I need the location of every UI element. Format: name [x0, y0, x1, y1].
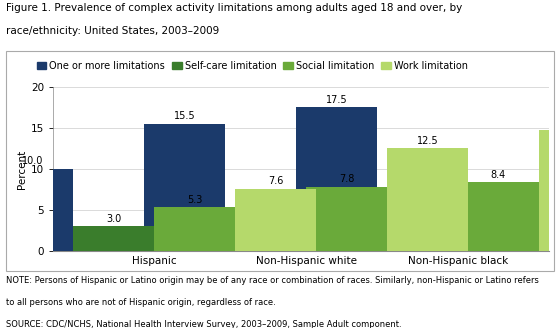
Text: 10.0: 10.0 — [22, 156, 44, 166]
Text: Figure 1. Prevalence of complex activity limitations among adults aged 18 and ov: Figure 1. Prevalence of complex activity… — [6, 3, 462, 13]
Text: 4.5: 4.5 — [258, 202, 273, 212]
Bar — [539, 130, 560, 251]
Y-axis label: Percent: Percent — [17, 149, 27, 189]
Bar — [235, 189, 316, 251]
Bar — [0, 169, 73, 251]
Text: 7.8: 7.8 — [339, 174, 354, 184]
Bar — [306, 187, 387, 251]
Text: 17.5: 17.5 — [325, 95, 347, 105]
Bar — [144, 124, 225, 251]
Text: to all persons who are not of Hispanic origin, regardless of race.: to all persons who are not of Hispanic o… — [6, 298, 276, 307]
Text: SOURCE: CDC/NCHS, National Health Interview Survey, 2003–2009, Sample Adult comp: SOURCE: CDC/NCHS, National Health Interv… — [6, 320, 401, 328]
Bar — [73, 226, 155, 251]
Bar — [387, 148, 468, 251]
Text: race/ethnicity: United States, 2003–2009: race/ethnicity: United States, 2003–2009 — [6, 26, 219, 35]
Bar — [296, 107, 377, 251]
Legend: One or more limitations, Self-care limitation, Social limitation, Work limitatio: One or more limitations, Self-care limit… — [33, 57, 472, 75]
Text: 7.6: 7.6 — [268, 176, 283, 186]
Text: 5.7: 5.7 — [409, 192, 425, 202]
Bar — [377, 204, 458, 251]
Text: 3.0: 3.0 — [106, 214, 122, 224]
Text: 12.5: 12.5 — [417, 136, 438, 146]
Bar — [155, 208, 235, 251]
Text: NOTE: Persons of Hispanic or Latino origin may be of any race or combination of : NOTE: Persons of Hispanic or Latino orig… — [6, 276, 539, 284]
Bar — [458, 182, 539, 251]
Text: 8.4: 8.4 — [491, 170, 506, 179]
Text: 5.3: 5.3 — [187, 195, 203, 205]
Bar — [225, 214, 306, 251]
Text: 15.5: 15.5 — [174, 112, 195, 121]
